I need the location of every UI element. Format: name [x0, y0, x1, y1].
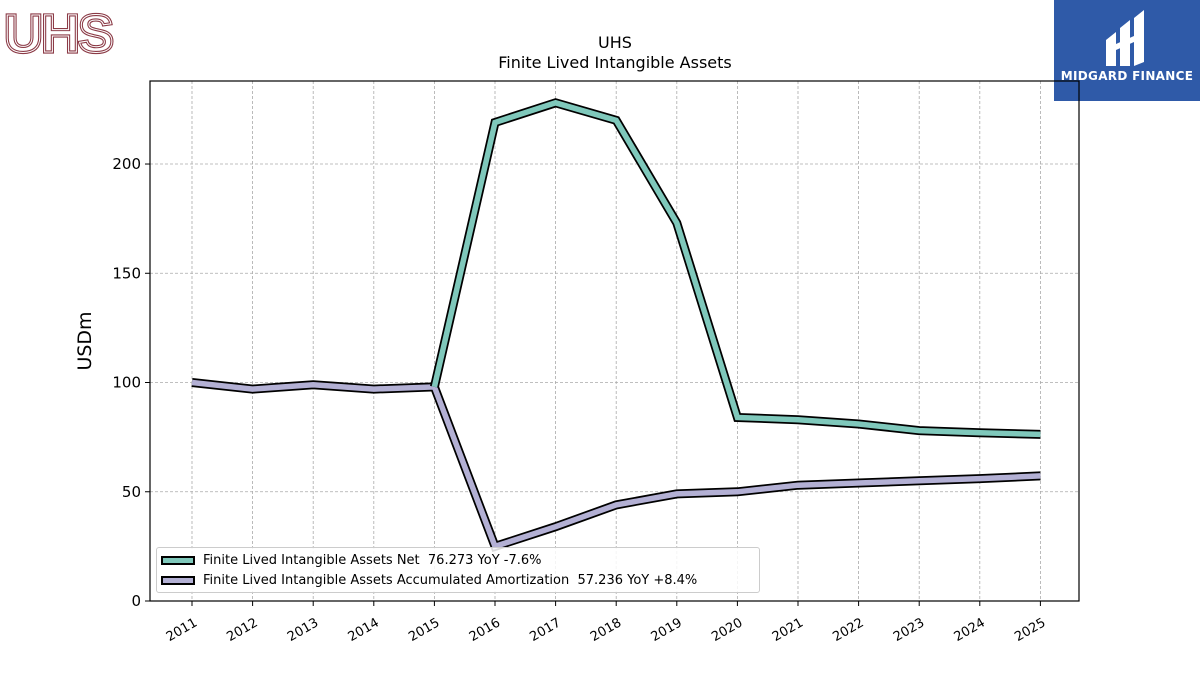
svg-text:UHS: UHS [4, 6, 112, 58]
x-tick-label: 2025 [1012, 615, 1048, 645]
x-tick-label: 2014 [346, 615, 382, 645]
series-layer [191, 98, 1041, 553]
x-tick-label: 2023 [891, 615, 927, 645]
series-line-amortization [191, 379, 1041, 550]
legend-label-amortization: Finite Lived Intangible Assets Accumulat… [203, 572, 698, 588]
x-tick-label: 2017 [527, 615, 563, 645]
y-axis-ticks: 0 50 100 150 200 [112, 155, 150, 610]
x-tick-label: 2024 [952, 615, 988, 645]
uhs-logo-mark: UHS UHS [2, 2, 115, 65]
plot-frame [149, 80, 1080, 602]
x-tick-label: 2022 [830, 615, 866, 645]
x-tick-label: 2018 [588, 615, 624, 645]
legend-swatch-amortization [161, 575, 195, 585]
y-axis-label: USDm [74, 311, 96, 370]
uhs-logo: UHS UHS [2, 2, 126, 65]
y-tick-label: 150 [112, 264, 141, 282]
x-tick-label: 2013 [285, 615, 321, 645]
midgard-finance-logo: MIDGARD FINANCE [1054, 0, 1200, 101]
series-line-net [431, 99, 1041, 438]
chart-title: UHS [598, 33, 632, 52]
legend-item-net: Finite Lived Intangible Assets Net 76.27… [161, 551, 542, 569]
legend-label-net: Finite Lived Intangible Assets Net 76.27… [203, 552, 542, 568]
grid-lines [150, 81, 1079, 601]
x-tick-label: 2012 [224, 615, 260, 645]
y-tick-label: 100 [112, 374, 141, 392]
y-tick-label: 200 [112, 155, 141, 173]
x-axis-ticks: 2011 2012 2013 2014 2015 2016 2017 2018 2019 2020… [164, 601, 1048, 645]
legend-swatch-net [161, 555, 195, 565]
midgard-finance-label: MIDGARD FINANCE [1060, 69, 1194, 83]
x-tick-label: 2020 [709, 615, 745, 645]
y-tick-label: 0 [131, 592, 141, 610]
chart-subtitle: Finite Lived Intangible Assets [498, 53, 731, 72]
x-tick-label: 2016 [467, 615, 503, 645]
svg-text:UHS: UHS [4, 6, 112, 58]
legend: Finite Lived Intangible Assets Net 76.27… [156, 547, 760, 593]
x-tick-label: 2011 [164, 615, 200, 645]
y-tick-label: 50 [122, 483, 141, 501]
x-tick-label: 2021 [770, 615, 806, 645]
x-tick-label: 2019 [649, 615, 685, 645]
midgard-emblem-icon [1106, 10, 1144, 66]
x-tick-label: 2015 [406, 615, 442, 645]
legend-item-amortization: Finite Lived Intangible Assets Accumulat… [161, 571, 697, 589]
